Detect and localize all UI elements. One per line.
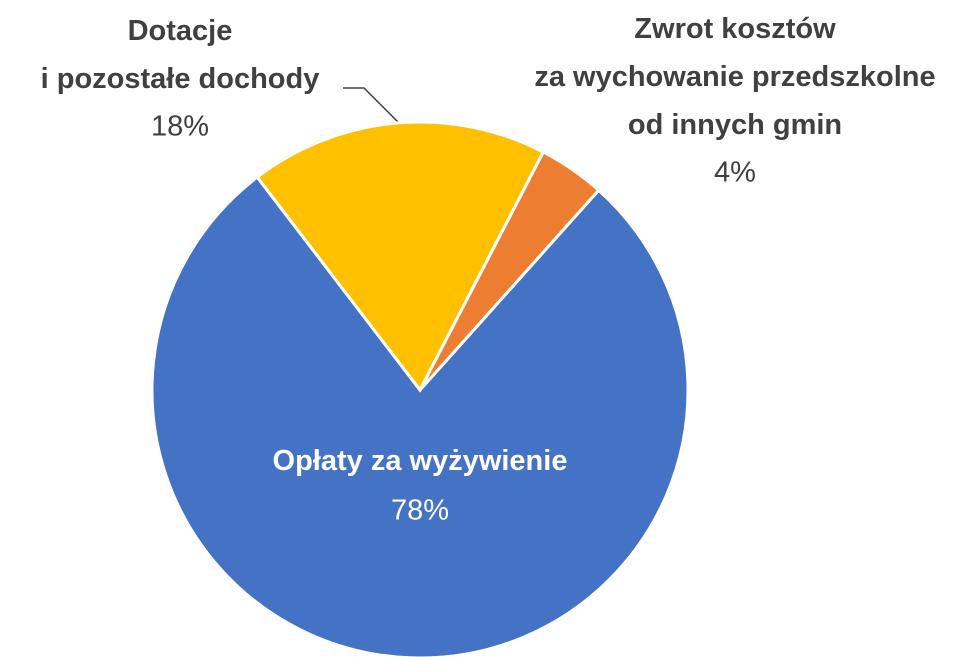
pie-slice: [418, 150, 601, 391]
value-label: 4%: [714, 157, 756, 189]
leader-line: [343, 87, 399, 123]
value-label: 18%: [151, 111, 209, 143]
pie-slice: [150, 174, 690, 657]
slice-label: Zwrot kosztów za wychowanie przedszkolne o…: [534, 13, 935, 141]
slice-label: Opłaty za wyżywienie: [273, 445, 568, 477]
value-label: 78%: [391, 495, 449, 527]
slice-label: Dotacje i pozostałe dochody: [41, 15, 320, 95]
pie-slice: [255, 120, 546, 393]
